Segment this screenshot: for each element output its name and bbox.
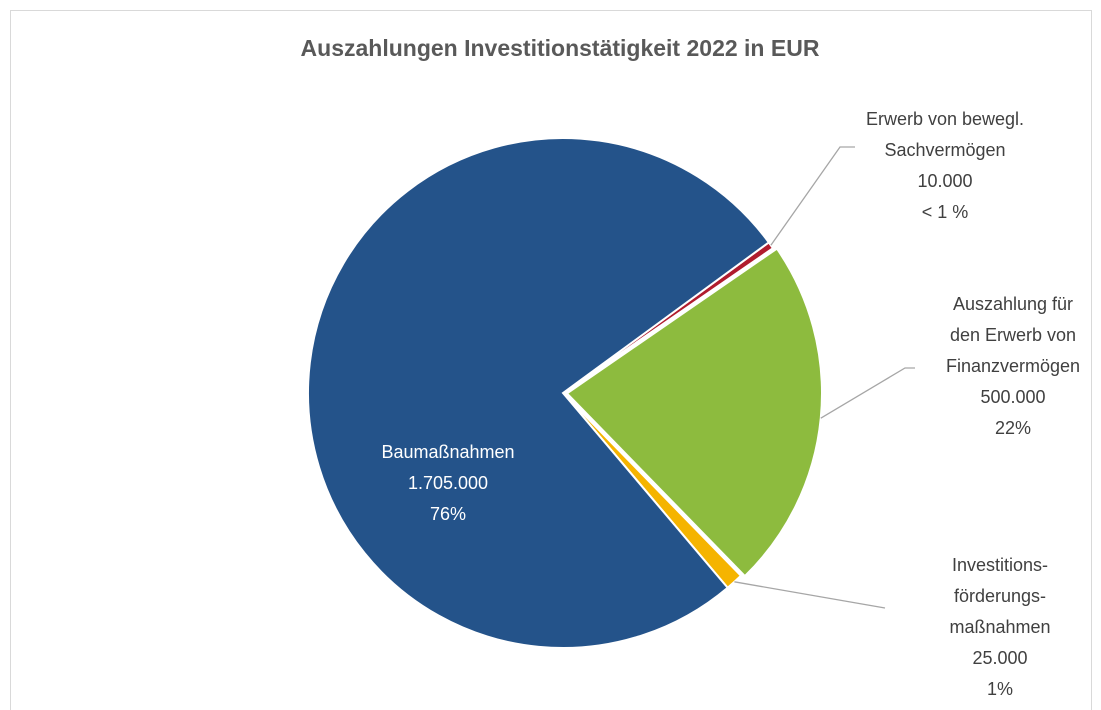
slice-label: Auszahlung für (953, 294, 1073, 314)
percent-label: 1% (987, 679, 1013, 699)
value-label: 25.000 (972, 648, 1027, 668)
pie-slice (565, 247, 823, 578)
slice-label: den Erwerb von (950, 325, 1076, 345)
pie-slice (307, 137, 771, 649)
percent-label: 76% (430, 504, 466, 524)
leader-line (770, 146, 855, 246)
slice-label: förderungs- (954, 586, 1046, 606)
chart-title: Auszahlungen Investitionstätigkeit 2022 … (301, 35, 820, 61)
slice-label: maßnahmen (949, 617, 1050, 637)
percent-label: 22% (995, 418, 1031, 438)
leader-line (734, 581, 886, 609)
value-label: 500.000 (980, 387, 1045, 407)
slice-label: Erwerb von bewegl. (866, 109, 1024, 129)
value-label: 1.705.000 (408, 473, 488, 493)
leader-line (820, 367, 915, 419)
value-label: 10.000 (917, 171, 972, 191)
slice-label: Investitions- (952, 555, 1048, 575)
percent-label: < 1 % (922, 202, 969, 222)
chart-frame (10, 10, 1092, 710)
slice-label: Baumaßnahmen (381, 442, 514, 462)
slice-label: Finanzvermögen (946, 356, 1080, 376)
slice-label: Sachvermögen (884, 140, 1005, 160)
